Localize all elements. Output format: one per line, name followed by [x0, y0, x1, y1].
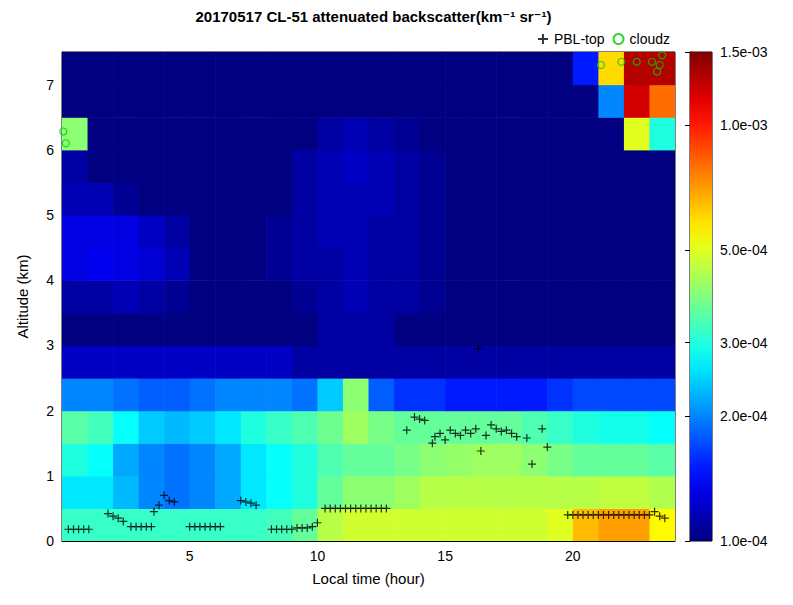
svg-text:20: 20: [565, 548, 581, 564]
svg-text:2.0e-04: 2.0e-04: [720, 408, 768, 424]
svg-text:0: 0: [46, 533, 54, 549]
svg-text:20170517 CL-51 attenuated back: 20170517 CL-51 attenuated backscatter(km…: [196, 8, 552, 25]
svg-text:1.0e-04: 1.0e-04: [720, 533, 768, 549]
svg-text:5: 5: [46, 207, 54, 223]
svg-text:Local time (hour): Local time (hour): [312, 570, 425, 587]
svg-text:1.5e-03: 1.5e-03: [720, 44, 768, 60]
svg-text:2: 2: [46, 403, 54, 419]
svg-text:3: 3: [46, 337, 54, 353]
svg-text:5: 5: [186, 548, 194, 564]
svg-text:PBL-top: PBL-top: [554, 31, 605, 47]
svg-text:10: 10: [310, 548, 326, 564]
svg-text:6: 6: [46, 142, 54, 158]
svg-text:5.0e-04: 5.0e-04: [720, 242, 768, 258]
svg-text:4: 4: [46, 272, 54, 288]
svg-text:cloudz: cloudz: [630, 31, 670, 47]
svg-text:1.0e-03: 1.0e-03: [720, 117, 768, 133]
svg-text:7: 7: [46, 77, 54, 93]
svg-text:Altitude (km): Altitude (km): [14, 254, 31, 338]
svg-text:3.0e-04: 3.0e-04: [720, 335, 768, 351]
svg-text:1: 1: [46, 468, 54, 484]
svg-text:15: 15: [437, 548, 453, 564]
